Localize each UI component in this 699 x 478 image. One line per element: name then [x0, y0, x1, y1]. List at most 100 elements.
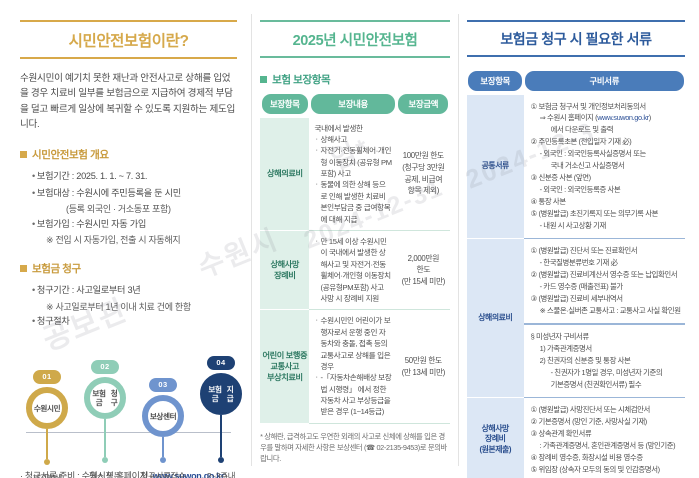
- header-rule-top: [260, 20, 450, 22]
- flow-step-stem: [162, 437, 164, 458]
- flow-axis-line: [26, 432, 232, 434]
- header-rule-top: [20, 20, 238, 22]
- claim-docs-footer: · 청구서류 준비 : 수원시청 홈페이지 (www.suwon.go.kr) …: [20, 470, 237, 478]
- row-content: ① 보험금 청구서 및 개인정보처리동의서 ⇒ 수원시 홈페이지 (www.suw…: [523, 94, 686, 240]
- col-header-docs: 구비서류: [525, 70, 684, 91]
- document-line: - 외국인 : 외국인등록증 사본: [539, 185, 621, 195]
- flow-step-ring-label: 보험금 청구: [84, 377, 126, 420]
- coverage-title: 2025년 시민안전보험: [292, 33, 418, 49]
- col-header-item: 보장항목: [261, 93, 308, 114]
- document-line: - 내원 시 사고상황 기재: [539, 221, 607, 231]
- document-line: ① (병원발급) 사망진단서 또는 시체검안서: [530, 404, 651, 414]
- row-label: 상해의료비: [466, 239, 524, 398]
- table-row: 상해의료비 ① (병원발급) 진단서 또는 진료확인서 - 한국질병분류번호 기재…: [466, 239, 686, 398]
- overview-item-text: 보험가입 : 수원시민 자동 가입: [36, 218, 147, 229]
- document-line: - 카드 영수증 (매출전표) 불가: [539, 282, 624, 292]
- document-line: ④ 장례비 영수증, 화장시설 비용 영수증: [530, 452, 644, 462]
- document-line: - 외국인 : 외국인등록사실증명서 또는: [539, 149, 647, 159]
- claim-heading-label: 보험금 청구: [32, 263, 81, 276]
- claim-item-text: 청구기간 : 사고일로부터 3년: [36, 285, 141, 296]
- flow-step-badge: 01: [33, 370, 61, 384]
- document-line: 1) 가족관계증명서: [539, 343, 593, 353]
- suwon-homepage-link[interactable]: www.suwon.go.kr: [152, 471, 225, 478]
- document-line: § 미성년자 구비서류: [530, 331, 590, 341]
- document-line: ⇒ 수원시 홈페이지 (www.suwon.go.kr): [539, 113, 652, 123]
- document-line: ① 보험금 청구서 및 개인정보처리동의서: [530, 101, 647, 111]
- documents-header: 보험금 청구 시 필요한 서류: [466, 20, 686, 57]
- flow-step-stem: [220, 415, 222, 458]
- col-header-amount: 보장금액: [398, 93, 449, 114]
- list-item: • 청구절차: [32, 316, 70, 327]
- document-line: ② 주민등록초본 (전입일자 기재 必): [530, 137, 632, 147]
- list-item: • 보험대상 : 수원시에 주민등록을 둔 시민: [32, 187, 181, 198]
- claim-docs-prefix: · 청구서류 준비 : 수원시청 홈페이지 (: [20, 471, 153, 478]
- row-amount: 2,000만원 한도 (만 15세 미만): [396, 231, 450, 311]
- list-item: • 청구기간 : 사고일로부터 3년: [32, 285, 141, 296]
- row-label: 상해사망 장례비: [260, 231, 310, 311]
- row-label: 상해의료비: [260, 117, 310, 232]
- flow-step-pip: [44, 459, 50, 466]
- column-divider: [457, 14, 459, 466]
- row-content: 만 15세 이상 수원시민이 국내에서 발생한 상해사고 및 자전거·전동휠체어…: [309, 231, 397, 311]
- column-divider: [251, 14, 253, 466]
- flow-step-1: 01 수원시민 사고발생: [16, 366, 78, 478]
- table-header-row: 보장항목 구비서류: [467, 70, 685, 95]
- document-line: ③ 신분증 사본 (앞면): [530, 173, 592, 183]
- claim-item-text: 청구절차: [36, 316, 70, 327]
- row-label: 어린이 보행중 교통사고 부상치료비: [260, 310, 310, 424]
- row-content: ① (병원발급) 진단서 또는 진료확인서 - 한국질병분류번호 기재 必 ② (병…: [523, 239, 686, 398]
- document-line: ※ 스물온·실버존 교통사고 : 교통사고 사실 확인원: [539, 306, 681, 316]
- documents-table: 보장항목 구비서류 공통서류 ① 보험금 청구서 및 개인정보처리동의서 ⇒ 수원…: [466, 70, 686, 478]
- flow-step-badge: 02: [91, 360, 119, 374]
- document-line: ④ 통장 사본: [530, 197, 567, 207]
- document-line: 2) 친권자의 신분증 및 통장 사본: [539, 355, 631, 365]
- row-content: 수원시민인 어린이가 보행자로서 운행 중인 자동차와 충돌, 접촉 등의 교통…: [309, 310, 397, 424]
- overview-item-sub: (등록 외국인 · 거소동포 포함): [66, 204, 171, 215]
- flow-step-4: 04 보험금 지급 2~3주내: [190, 352, 252, 478]
- document-line: ③ (병원발급) 진료비 세부내역서: [530, 294, 624, 304]
- row-amount: 100만원 한도 (청구당 3만원 공제, 비급여 항목 제외): [396, 117, 450, 232]
- flow-step-stem: [104, 419, 106, 458]
- row-amount: 50만원 한도 (만 13세 미만): [396, 310, 450, 424]
- flow-step-ring-label: 수원시민: [26, 387, 68, 430]
- about-intro-text: 수원시민이 예기치 못한 재난과 안전사고로 상해를 입었을 경우 치료비 일부…: [20, 72, 236, 131]
- document-line: - 한국질병분류번호 기재 必: [539, 258, 618, 268]
- claim-item-sub: ※ 사고일로부터 1년 이내 치료 건에 한함: [46, 301, 191, 312]
- overview-item-text: 보험대상 : 수원시에 주민등록을 둔 시민: [36, 187, 181, 198]
- flow-step-caption: 사고발생: [16, 472, 78, 478]
- flow-step-pip: [160, 457, 166, 464]
- table-row: 공통서류 ① 보험금 청구서 및 개인정보처리동의서 ⇒ 수원시 홈페이지 (ww…: [466, 94, 686, 240]
- coverage-table-heading: 보험 보장항목: [260, 72, 450, 87]
- document-line: ① (병원발급) 진단서 또는 진료확인서: [530, 246, 638, 256]
- row-content: 국내에서 발생한상해사고자전거·전동휠체어·개인형 이동장치 (공유형 PM 포…: [309, 117, 397, 232]
- documents-title: 보험금 청구 시 필요한 서류: [500, 31, 652, 47]
- overview-item-text: 보험기간 : 2025. 1. 1. ~ 7. 31.: [36, 170, 148, 181]
- overview-heading-label: 시민안전보험 개요: [32, 148, 109, 161]
- list-item: • 보험기간 : 2025. 1. 1. ~ 7. 31.: [32, 170, 148, 181]
- square-bullet-icon: [20, 150, 27, 158]
- claim-docs-suffix: ): [224, 471, 227, 478]
- overview-item-sub: ※ 전입 시 자동가입, 전출 시 자동해지: [46, 234, 181, 245]
- square-bullet-icon: [260, 75, 268, 83]
- col-header-item: 보장항목: [468, 70, 523, 91]
- row-content: ① (병원발급) 사망진단서 또는 시체검안서 ② 기본증명서 (망인 기준, 사…: [523, 397, 686, 478]
- document-line: ③ 상속관계 확인서류: [530, 428, 592, 438]
- table-header-row: 보장항목 보장내용 보장금액: [260, 93, 450, 118]
- flow-step-caption: 2~3주내: [206, 471, 236, 478]
- flow-step-pip: [102, 457, 108, 464]
- col-header-content: 보장내용: [310, 93, 396, 114]
- list-item: • 보험가입 : 수원시민 자동 가입: [32, 218, 147, 229]
- row-label: 상해사망 장례비 (원본제출): [466, 397, 524, 478]
- document-line: 기본증명서 (친권확인서류) 필수: [550, 379, 642, 389]
- about-title: 시민안전보험이란?: [68, 33, 189, 50]
- flow-step-badge: 03: [149, 378, 177, 392]
- coverage-header: 2025년 시민안전보험: [260, 20, 450, 58]
- document-line: ② (병원발급) 진료비계산서 영수증 또는 납입확인서: [530, 270, 678, 280]
- table-row: 상해사망 장례비 (원본제출) ① (병원발급) 사망진단서 또는 시체검안서 ② 기…: [466, 397, 686, 478]
- flow-step-caption: 청구서류접수보험금지급심사: [140, 471, 186, 478]
- document-line: 국내 거소신고 사실증명서: [550, 161, 625, 171]
